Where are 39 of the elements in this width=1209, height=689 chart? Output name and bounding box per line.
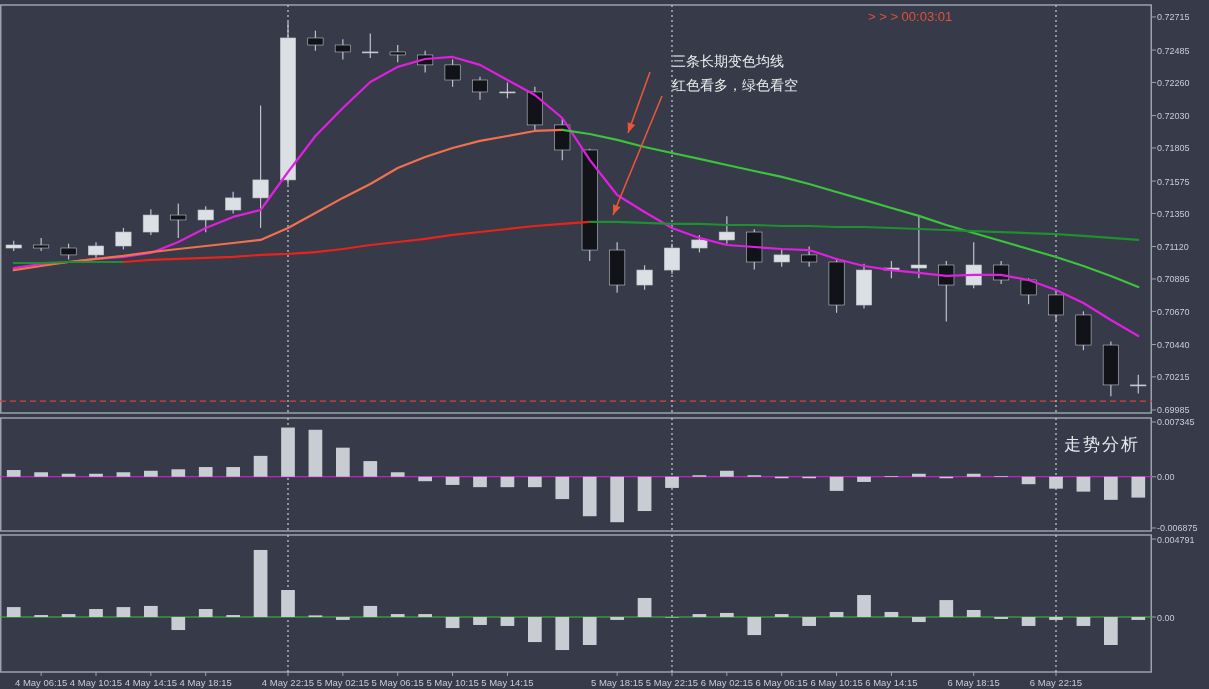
annotation: 三条长期变色均线	[672, 53, 784, 69]
y-tick-label: 0.70670	[1157, 306, 1190, 317]
y-tick-label: 0.00	[1157, 472, 1175, 483]
y-tick-label: 0.004791	[1157, 534, 1195, 545]
x-tick-label: 6 May 14:15	[865, 677, 918, 688]
y-tick-label: 0.70440	[1157, 339, 1190, 350]
x-tick-label: 4 May 06:15	[14, 677, 68, 688]
y-tick-label: 0.00	[1157, 612, 1175, 623]
x-tick-label: 5 May 18:15	[590, 677, 644, 688]
x-tick-label: 6 May 02:15	[700, 677, 754, 688]
y-tick-label: -0.006875	[1157, 523, 1198, 534]
x-tick-label: 4 May 14:15	[124, 677, 178, 688]
annotation: > > > 00:03:01	[868, 9, 953, 24]
y-tick-label: 0.70215	[1157, 372, 1190, 383]
x-tick-label: 4 May 22:15	[261, 677, 315, 688]
y-tick-label: 0.72260	[1157, 77, 1190, 88]
text: 走势分析	[1064, 434, 1140, 454]
y-tick-label: 0.72030	[1157, 111, 1190, 122]
x-tick-label: 5 May 14:15	[481, 677, 534, 688]
x-tick-label: 5 May 06:15	[371, 677, 424, 688]
x-tick-label: 5 May 02:15	[316, 677, 370, 688]
x-tick-label: 6 May 18:15	[947, 677, 1000, 688]
y-tick-label: 0.71805	[1157, 143, 1190, 154]
y-tick-label: 0.69985	[1157, 405, 1190, 416]
y-tick-label: 0.70895	[1157, 274, 1190, 285]
x-tick-label: 5 May 22:15	[645, 677, 699, 688]
y-tick-label: 0.007345	[1157, 417, 1195, 428]
y-tick-label: 0.71575	[1157, 176, 1190, 187]
x-tick-label: 5 May 10:15	[426, 677, 479, 688]
y-tick-label: 0.72485	[1157, 45, 1190, 56]
y-tick-label: 0.72715	[1157, 12, 1190, 23]
y-tick-label: 0.71120	[1157, 242, 1189, 253]
x-tick-label: 6 May 06:15	[755, 677, 808, 688]
annotation: 红色看多，绿色看空	[672, 77, 798, 93]
x-tick-label: 6 May 10:15	[810, 677, 863, 688]
x-tick-label: 6 May 22:15	[1029, 677, 1083, 688]
y-tick-label: 0.71350	[1157, 208, 1190, 219]
x-tick-label: 4 May 18:15	[179, 677, 232, 688]
x-tick-label: 4 May 10:15	[69, 677, 123, 688]
